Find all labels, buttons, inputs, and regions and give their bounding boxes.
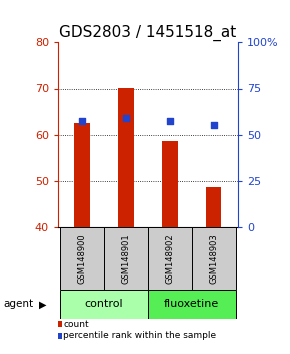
Bar [75, 123, 90, 227]
Bar [148, 290, 235, 319]
Bar [104, 227, 148, 290]
Point [168, 118, 172, 124]
Text: GSM148903: GSM148903 [209, 233, 218, 284]
Text: fluoxetine: fluoxetine [164, 299, 219, 309]
Bar [60, 290, 148, 319]
Bar [118, 87, 134, 227]
Text: GSM148900: GSM148900 [78, 233, 87, 284]
Point [124, 115, 128, 121]
Bar [148, 227, 192, 290]
Bar [60, 227, 104, 290]
Bar [206, 188, 221, 227]
Title: GDS2803 / 1451518_at: GDS2803 / 1451518_at [59, 25, 237, 41]
Text: GSM148901: GSM148901 [122, 233, 130, 284]
Text: count: count [63, 320, 89, 329]
Point [80, 118, 84, 124]
Bar [192, 227, 235, 290]
Text: control: control [85, 299, 123, 309]
Text: percentile rank within the sample: percentile rank within the sample [63, 331, 216, 341]
Text: GSM148902: GSM148902 [165, 233, 174, 284]
Point [211, 122, 216, 128]
Text: ▶: ▶ [39, 299, 47, 309]
Text: agent: agent [3, 299, 33, 309]
Bar [162, 141, 177, 227]
